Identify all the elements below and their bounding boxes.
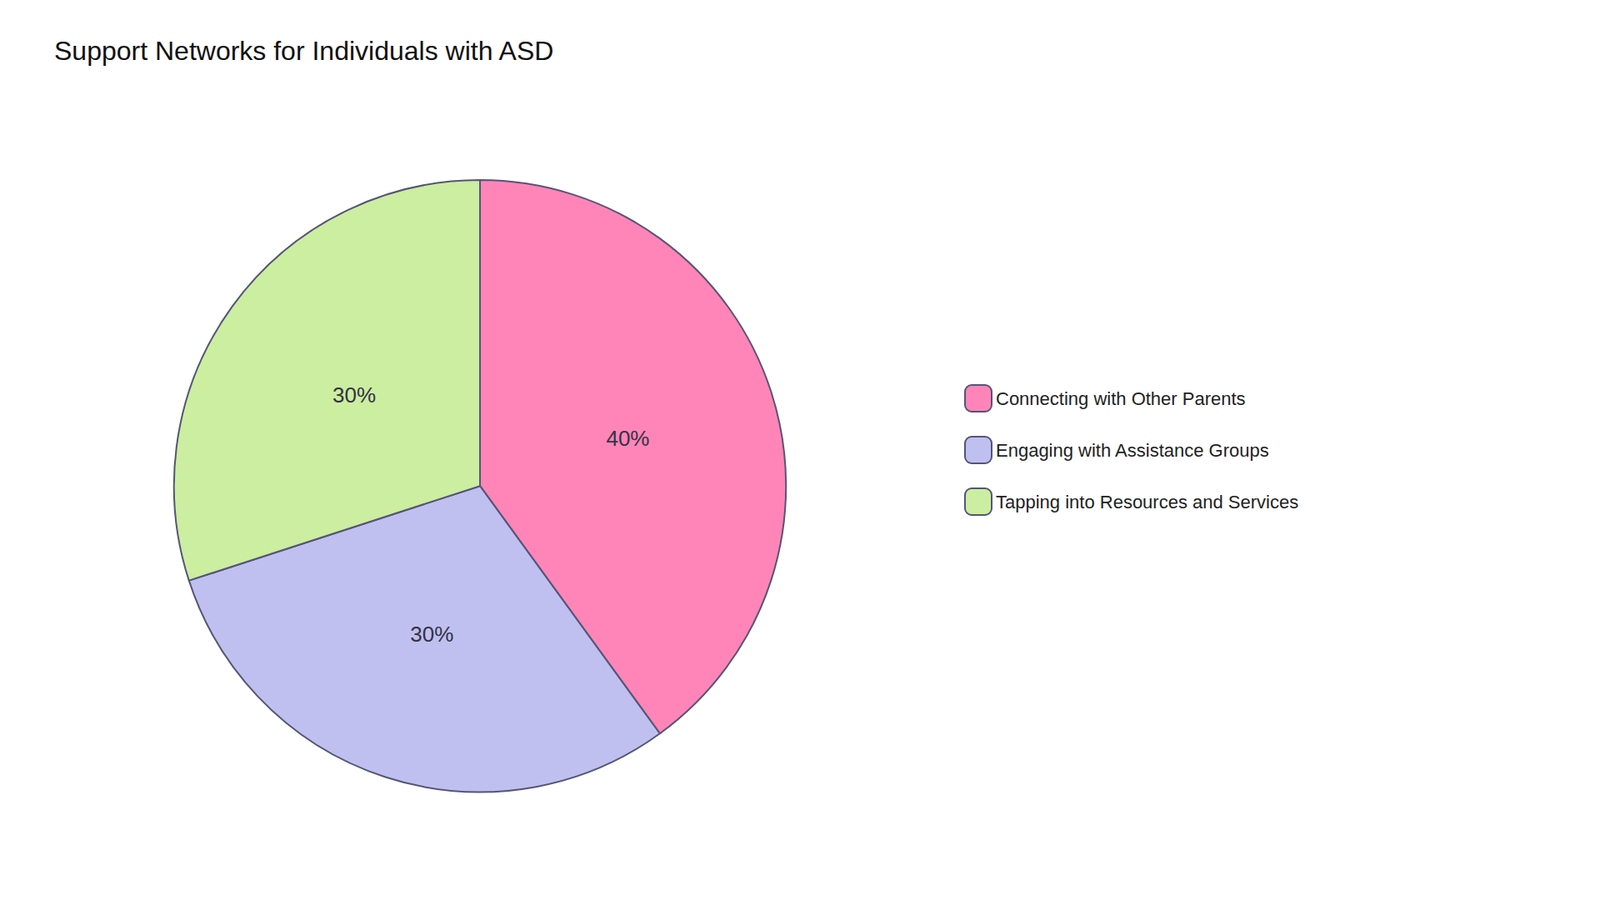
svg-text:Connecting with Other Parents: Connecting with Other Parents	[995, 388, 1246, 410]
svg-text:30%: 30%	[332, 382, 376, 408]
svg-text:30%: 30%	[410, 621, 454, 647]
svg-text:Support Networks for Individua: Support Networks for Individuals with AS…	[54, 35, 554, 66]
svg-text:40%: 40%	[605, 425, 650, 451]
svg-text:Tapping into Resources and Ser: Tapping into Resources and Services	[995, 491, 1299, 513]
svg-text:Engaging with Assistance Group: Engaging with Assistance Groups	[995, 440, 1270, 461]
